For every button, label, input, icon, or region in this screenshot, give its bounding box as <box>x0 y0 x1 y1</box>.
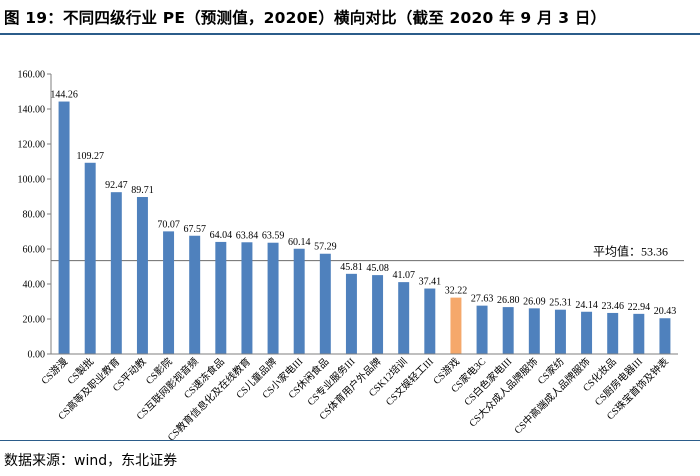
average-reference-label: 平均值：53.36 <box>593 244 668 259</box>
y-tick-label: 20.00 <box>23 315 46 326</box>
footer-divider <box>0 440 700 441</box>
bar <box>58 101 70 354</box>
bar <box>84 162 96 354</box>
figure-title-bar: 图 19：不同四级行业 PE（预测值，2020E）横向对比（截至 2020 年 … <box>0 0 700 32</box>
bar-value-label: 24.14 <box>575 300 598 311</box>
bar-value-label: 92.47 <box>105 180 128 191</box>
bar-value-label: 26.80 <box>497 295 520 306</box>
bar <box>659 318 671 354</box>
bar <box>241 242 253 354</box>
bar-value-label: 60.14 <box>288 237 311 248</box>
bar-value-label: 57.29 <box>314 242 337 253</box>
bar <box>554 309 566 354</box>
bar-value-label: 63.59 <box>262 231 285 242</box>
bar <box>502 307 514 354</box>
bar <box>345 273 357 354</box>
bar <box>607 312 619 354</box>
bar <box>424 288 436 354</box>
title-divider <box>0 33 700 35</box>
bar-value-label: 32.22 <box>445 286 468 297</box>
bar-value-label: 70.07 <box>157 219 180 230</box>
bar-value-label: 23.46 <box>601 301 624 312</box>
figure-title: 图 19：不同四级行业 PE（预测值，2020E）横向对比（截至 2020 年 … <box>4 9 607 27</box>
bar <box>528 308 540 354</box>
pe-bar-chart: 0.00 20.00 40.00 60.00 80.00 100.00 120.00 140.… <box>18 70 684 440</box>
bar-value-label: 64.04 <box>210 230 233 241</box>
bar <box>293 248 305 354</box>
bar <box>476 305 488 354</box>
bar <box>319 253 331 354</box>
bar-value-label: 45.81 <box>340 262 363 273</box>
bar-value-label: 109.27 <box>76 151 104 162</box>
bar-value-label: 37.41 <box>419 277 442 288</box>
bar-value-label: 63.84 <box>236 230 259 241</box>
y-tick-label: 120.00 <box>18 140 46 151</box>
data-source-note: 数据来源：wind，东北证券 <box>4 453 178 469</box>
bar-value-label: 67.57 <box>183 224 206 235</box>
bar <box>372 275 384 354</box>
y-tick-label: 40.00 <box>23 280 46 291</box>
bar <box>110 192 122 354</box>
bar-value-label: 22.94 <box>628 302 651 313</box>
bar-value-label: 89.71 <box>131 185 154 196</box>
bar <box>633 313 645 354</box>
bar-value-label: 20.43 <box>654 306 677 317</box>
bar <box>450 297 462 354</box>
bar-value-label: 25.31 <box>549 298 572 309</box>
bar <box>163 231 175 354</box>
bar-value-label: 45.08 <box>366 263 389 274</box>
bar-value-label: 27.63 <box>471 294 494 305</box>
y-tick-label: 140.00 <box>18 105 46 116</box>
y-tick-label: 160.00 <box>18 70 46 81</box>
y-tick-label: 60.00 <box>23 245 46 256</box>
y-tick-label: 80.00 <box>23 210 46 221</box>
bar <box>581 311 593 354</box>
bar-value-label: 26.09 <box>523 296 546 307</box>
bar-value-label: 144.26 <box>50 90 78 101</box>
bar <box>267 242 279 354</box>
bar <box>136 197 148 354</box>
y-tick-label: 0.00 <box>28 350 46 361</box>
bar <box>189 235 201 354</box>
bar <box>398 282 410 354</box>
bar-value-label: 41.07 <box>392 270 415 281</box>
y-tick-label: 100.00 <box>18 175 46 186</box>
bar <box>215 241 227 354</box>
